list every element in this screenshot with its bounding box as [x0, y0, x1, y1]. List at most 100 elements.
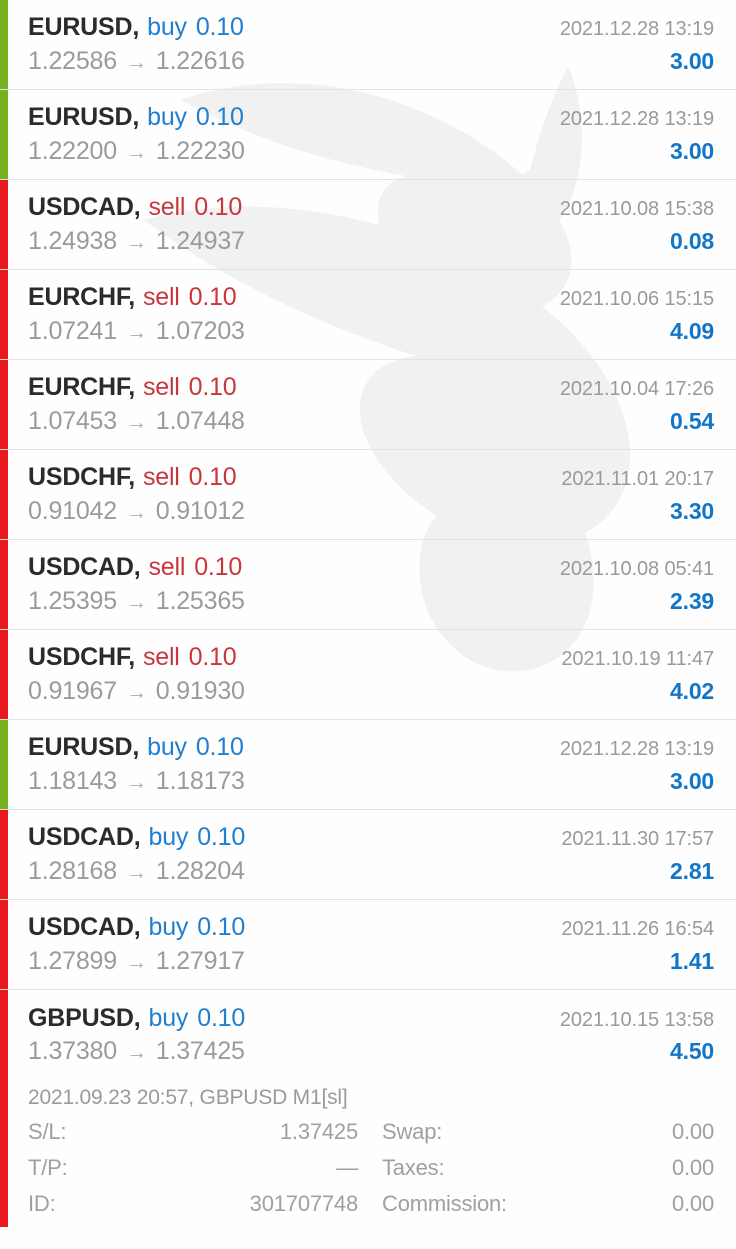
deal-direction-bar — [0, 90, 8, 179]
deal-datetime: 2021.10.08 15:38 — [559, 198, 714, 220]
deal-detail-panel[interactable]: 2021.09.23 20:57, GBPUSD M1[sl] S/L: 1.37… — [0, 1080, 736, 1227]
deal-profit: 0.54 — [670, 407, 714, 434]
detail-row: ID: 301707748 Commission: 0.00 — [28, 1191, 714, 1217]
deal-open-price: 1.22200 — [28, 136, 117, 165]
detail-label-right: Swap: — [382, 1119, 443, 1144]
deal-symbol: GBPUSD, — [28, 1003, 141, 1032]
deal-open-price: 1.37380 — [28, 1037, 117, 1065]
deal-row[interactable]: GBPUSD, buy 0.10 2021.10.15 13:58 1.37380 → 1.… — [0, 990, 736, 1080]
deal-direction-bar — [0, 810, 8, 899]
deal-volume: 0.10 — [197, 823, 246, 851]
deal-prices: 1.27899 → 1.27917 — [28, 947, 245, 977]
detail-value-left: 1.37425 — [279, 1119, 358, 1144]
detail-value-right: 0.00 — [671, 1119, 714, 1144]
deal-prices: 0.91967 → 0.91930 — [28, 677, 245, 707]
deal-row[interactable]: USDCAD, sell 0.10 2021.10.08 05:41 1.25395 → 1… — [0, 540, 736, 630]
deal-direction-bar — [0, 0, 8, 89]
deal-prices: 1.07453 → 1.07448 — [28, 407, 245, 437]
deal-direction: buy — [147, 103, 187, 131]
deal-volume: 0.10 — [188, 373, 237, 401]
deal-datetime: 2021.10.15 13:58 — [559, 1008, 714, 1031]
deal-datetime: 2021.10.04 17:26 — [559, 378, 714, 400]
deal-open-price: 0.91042 — [28, 496, 117, 525]
deal-prices: 1.24938 → 1.24937 — [28, 227, 245, 257]
deal-direction-bar — [0, 270, 8, 359]
deal-row[interactable]: USDCAD, buy 0.10 2021.11.30 17:57 1.28168 → 1.… — [0, 810, 736, 900]
deal-symbol: USDCAD, — [28, 193, 141, 221]
deal-close-price: 1.27917 — [155, 946, 245, 975]
deal-direction-bar — [0, 540, 8, 629]
deal-direction: sell — [142, 463, 180, 491]
deal-datetime: 2021.12.28 13:19 — [559, 738, 714, 760]
deal-row[interactable]: USDCHF, sell 0.10 2021.10.19 11:47 0.91967 → 0… — [0, 630, 736, 720]
deal-profit: 3.00 — [670, 767, 714, 794]
deal-close-price: 1.28204 — [155, 856, 245, 885]
deal-prices: 0.91042 → 0.91012 — [28, 497, 245, 527]
deal-symbol: EURUSD, — [28, 733, 140, 761]
arrow-right-icon: → — [125, 230, 147, 254]
detail-label-left: S/L: — [28, 1119, 67, 1144]
deal-symbol: USDCHF, — [28, 643, 135, 671]
deal-datetime: 2021.10.06 15:15 — [559, 288, 714, 310]
arrow-right-icon: → — [125, 590, 147, 614]
deal-row[interactable]: EURCHF, sell 0.10 2021.10.04 17:26 1.07453 → 1… — [0, 360, 736, 450]
deal-volume: 0.10 — [195, 733, 244, 761]
deal-direction-bar — [0, 360, 8, 449]
deal-direction-bar — [0, 630, 8, 719]
deal-close-price: 1.24937 — [155, 226, 245, 255]
arrow-right-icon: → — [125, 680, 147, 704]
deal-direction: buy — [147, 13, 187, 41]
deal-profit: 2.39 — [670, 587, 714, 614]
deal-prices: 1.28168 → 1.28204 — [28, 857, 245, 887]
deal-row[interactable]: USDCHF, sell 0.10 2021.11.01 20:17 0.91042 → 0… — [0, 450, 736, 540]
detail-value-right: 0.00 — [671, 1191, 714, 1216]
detail-row: T/P: — Taxes: 0.00 — [28, 1155, 714, 1181]
deal-list[interactable]: EURUSD, buy 0.10 2021.12.28 13:19 1.22586 → 1.… — [0, 0, 736, 1080]
deal-row[interactable]: USDCAD, sell 0.10 2021.10.08 15:38 1.24938 → 1… — [0, 180, 736, 270]
deal-close-price: 0.91930 — [155, 676, 245, 705]
arrow-right-icon: → — [125, 1041, 147, 1064]
deal-direction: buy — [148, 823, 189, 851]
deal-row[interactable]: EURCHF, sell 0.10 2021.10.06 15:15 1.07241 → 1… — [0, 270, 736, 360]
deal-prices: 1.18143 → 1.18173 — [28, 767, 245, 797]
deal-row[interactable]: EURUSD, buy 0.10 2021.12.28 13:19 1.22586 → 1.… — [0, 0, 736, 90]
deal-volume: 0.10 — [194, 553, 243, 581]
deal-datetime: 2021.10.19 11:47 — [561, 648, 714, 670]
deal-close-price: 1.25365 — [155, 586, 245, 615]
deal-profit: 4.50 — [670, 1038, 714, 1064]
detail-value-right: 0.00 — [671, 1155, 714, 1180]
detail-direction-bar — [0, 1080, 8, 1227]
detail-label-left: T/P: — [28, 1155, 68, 1180]
deal-open-price: 1.07241 — [28, 316, 117, 345]
deal-row[interactable]: USDCAD, buy 0.10 2021.11.26 16:54 1.27899 → 1.… — [0, 900, 736, 990]
deal-direction: buy — [147, 733, 187, 761]
deal-prices: 1.37380 → 1.37425 — [28, 1037, 245, 1067]
deal-volume: 0.10 — [188, 463, 237, 491]
deal-volume: 0.10 — [197, 913, 246, 941]
deal-datetime: 2021.11.26 16:54 — [561, 918, 714, 940]
deal-symbol: EURCHF, — [28, 373, 135, 401]
detail-label-right: Commission: — [382, 1191, 507, 1216]
deal-prices: 1.07241 → 1.07203 — [28, 317, 245, 347]
deal-open-price: 1.25395 — [28, 586, 117, 615]
deal-direction: sell — [142, 373, 180, 401]
deal-direction-bar — [0, 900, 8, 989]
deal-row[interactable]: EURUSD, buy 0.10 2021.12.28 13:19 1.22200 → 1.… — [0, 90, 736, 180]
deal-profit: 1.41 — [670, 947, 714, 974]
deal-datetime: 2021.11.01 20:17 — [561, 468, 714, 490]
deal-close-price: 1.22616 — [155, 46, 245, 75]
deal-open-price: 1.18143 — [28, 766, 117, 795]
deal-direction-bar — [0, 720, 8, 809]
deal-row[interactable]: EURUSD, buy 0.10 2021.12.28 13:19 1.18143 → 1.… — [0, 720, 736, 810]
arrow-right-icon: → — [125, 860, 147, 884]
deal-prices: 1.22200 → 1.22230 — [28, 137, 245, 167]
deal-direction-bar — [0, 450, 8, 539]
arrow-right-icon: → — [125, 140, 147, 164]
deal-volume: 0.10 — [194, 193, 243, 221]
deal-symbol: EURUSD, — [28, 103, 140, 131]
arrow-right-icon: → — [125, 770, 147, 794]
deal-profit: 4.02 — [670, 677, 714, 704]
deal-volume: 0.10 — [188, 643, 237, 671]
detail-header: 2021.09.23 20:57, GBPUSD M1[sl] — [28, 1086, 348, 1109]
